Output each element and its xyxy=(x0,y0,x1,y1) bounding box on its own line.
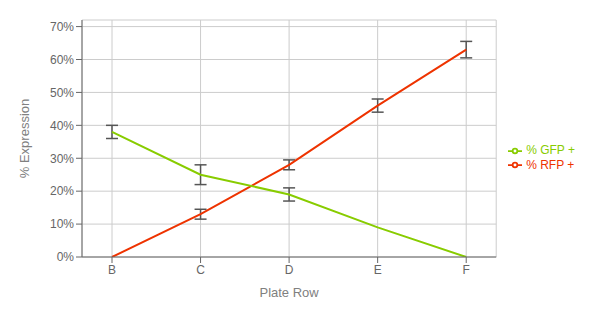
svg-text:D: D xyxy=(285,263,294,277)
svg-text:C: C xyxy=(196,263,205,277)
svg-text:Plate Row: Plate Row xyxy=(259,285,319,300)
svg-text:F: F xyxy=(463,263,470,277)
svg-text:40%: 40% xyxy=(50,119,74,133)
svg-text:50%: 50% xyxy=(50,86,74,100)
svg-text:B: B xyxy=(108,263,116,277)
svg-text:10%: 10% xyxy=(50,217,74,231)
svg-text:0%: 0% xyxy=(57,250,75,264)
svg-text:60%: 60% xyxy=(50,53,74,67)
svg-text:70%: 70% xyxy=(50,20,74,34)
html-text:% RFP +: % RFP + xyxy=(526,157,575,172)
svg-text:% Expression: % Expression xyxy=(17,99,32,178)
svg-text:30%: 30% xyxy=(50,152,74,166)
svg-text:E: E xyxy=(374,263,382,277)
html-text:% GFP +: % GFP + xyxy=(526,142,575,157)
svg-text:20%: 20% xyxy=(50,184,74,198)
